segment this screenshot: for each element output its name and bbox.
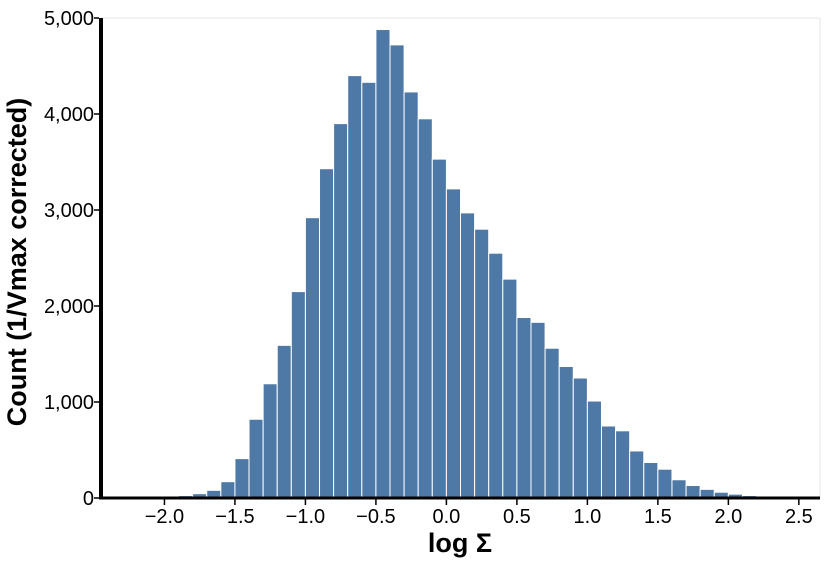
bar (643, 461, 659, 499)
x-tick-label: −1.0 (286, 506, 325, 528)
bar (276, 344, 292, 499)
bar (586, 400, 602, 499)
bar (375, 29, 391, 499)
bar (544, 347, 560, 499)
x-tick-label: −0.5 (356, 506, 395, 528)
y-tick-label: 0 (83, 488, 94, 510)
y-axis-title: Count (1/Vmax corrected) (2, 98, 32, 427)
x-axis-title: log Σ (428, 528, 492, 558)
bar (417, 118, 433, 499)
bar (248, 418, 264, 499)
y-tick-label: 3,000 (44, 200, 94, 222)
bar (502, 278, 518, 499)
bar (445, 188, 461, 499)
bar (220, 481, 236, 499)
x-tick-label: 2.0 (714, 506, 742, 528)
y-tick-label: 4,000 (44, 104, 94, 126)
bar (361, 81, 377, 499)
bar (657, 468, 673, 499)
bars (107, 29, 814, 499)
x-tick-label: 2.5 (785, 506, 813, 528)
bar (516, 317, 532, 499)
bar (530, 321, 546, 499)
bar (290, 291, 306, 499)
bar (474, 228, 490, 499)
plot-frame (101, 17, 821, 498)
axes (99, 18, 820, 500)
bar (431, 158, 447, 499)
bar (629, 450, 645, 499)
bar (262, 383, 278, 499)
bar (671, 479, 687, 499)
bar (234, 458, 250, 499)
bar (685, 485, 701, 499)
x-tick-label: 1.0 (573, 506, 601, 528)
bar (389, 44, 405, 499)
bar (460, 212, 476, 499)
bar (333, 123, 349, 499)
x-tick-label: −1.5 (215, 506, 254, 528)
x-tick-label: 0.0 (432, 506, 460, 528)
bar (558, 365, 574, 499)
y-tick-label: 5,000 (44, 8, 94, 30)
bar (319, 168, 335, 499)
x-tick-label: 1.5 (644, 506, 672, 528)
x-tick-label: −2.0 (145, 506, 184, 528)
bar (347, 75, 363, 499)
bar (304, 217, 321, 499)
bar (488, 252, 504, 499)
y-tick-label: 1,000 (44, 392, 94, 414)
bar (572, 377, 588, 499)
x-axis-ticks: −2.0 −1.5 −1.0 −0.5 0.0 0.5 1.0 1.5 2.0 2.5 (145, 499, 813, 528)
y-axis-ticks: 0 1,000 2,000 3,000 4,000 5,000 (44, 8, 99, 510)
x-tick-label: 0.5 (503, 506, 531, 528)
bar (403, 91, 419, 499)
bar (600, 425, 617, 499)
y-tick-label: 2,000 (44, 296, 94, 318)
bar (615, 430, 631, 499)
